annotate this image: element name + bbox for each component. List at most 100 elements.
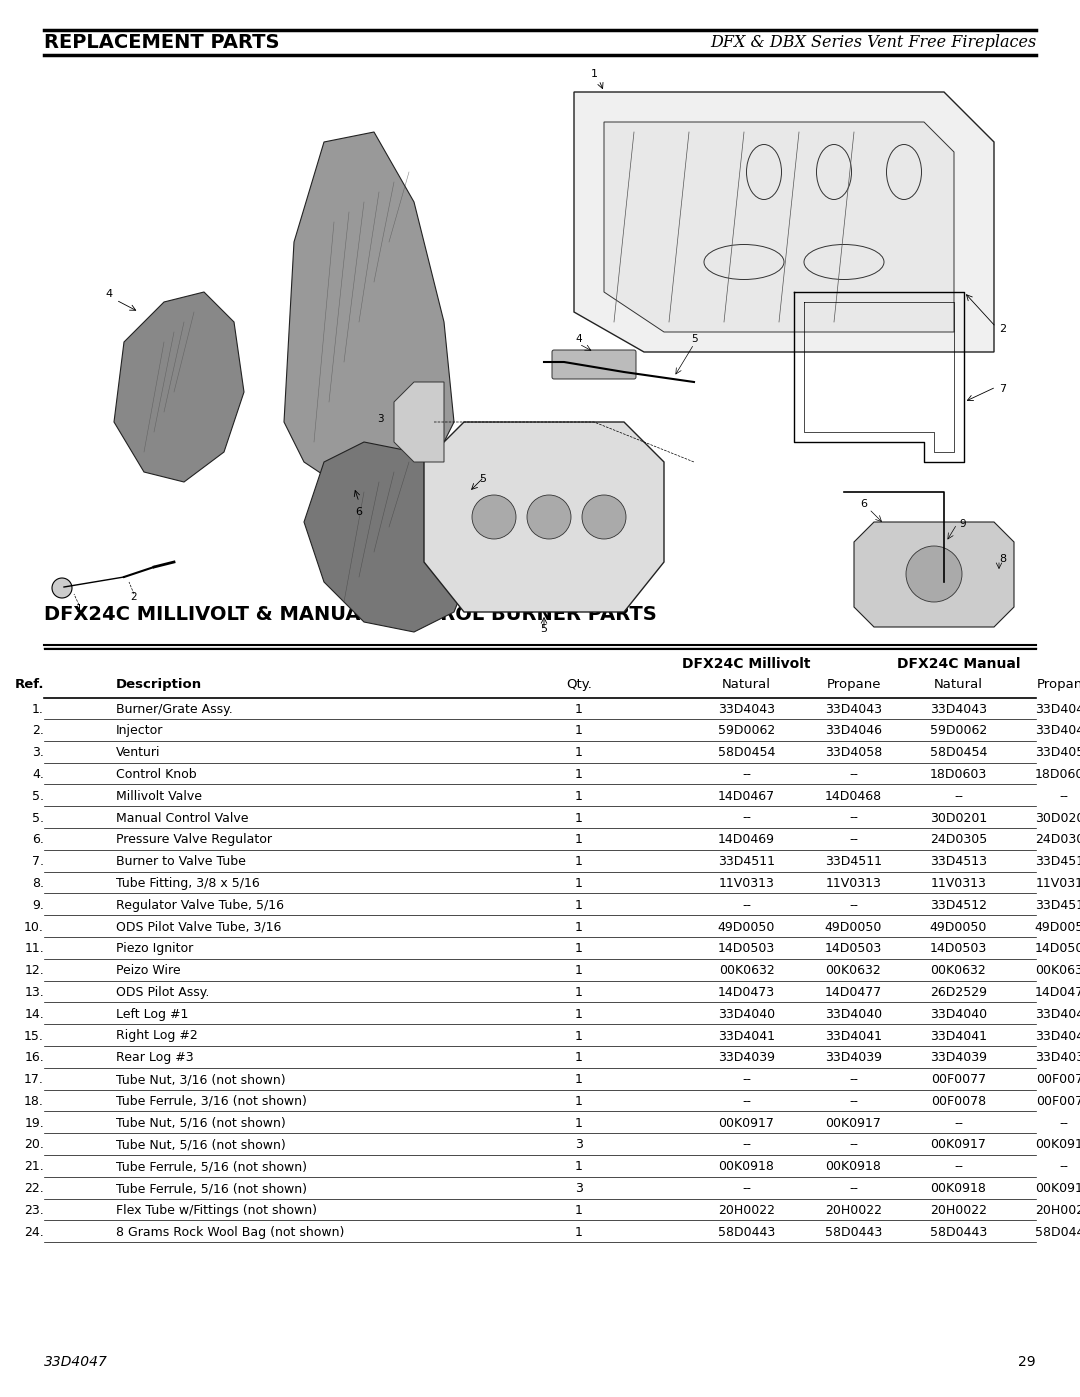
Circle shape	[52, 578, 72, 598]
Text: 14D0476: 14D0476	[1035, 986, 1080, 999]
Text: 2: 2	[131, 592, 137, 602]
Text: 1: 1	[575, 833, 583, 847]
Text: 00F0077: 00F0077	[1036, 1073, 1080, 1085]
Text: 33D4039: 33D4039	[1035, 1052, 1080, 1065]
Text: --: --	[1059, 1161, 1068, 1173]
Text: 33D4058: 33D4058	[1035, 746, 1080, 759]
Text: 3: 3	[575, 1182, 583, 1194]
Text: --: --	[742, 1139, 751, 1151]
Text: --: --	[849, 1095, 858, 1108]
Text: Left Log #1: Left Log #1	[116, 1007, 188, 1021]
Text: 33D4040: 33D4040	[930, 1007, 987, 1021]
Text: Tube Ferrule, 5/16 (not shown): Tube Ferrule, 5/16 (not shown)	[116, 1161, 307, 1173]
Text: 18D0603: 18D0603	[1035, 768, 1080, 781]
Text: 33D4513: 33D4513	[930, 855, 987, 868]
Text: 4: 4	[576, 334, 582, 344]
Text: Manual Control Valve: Manual Control Valve	[116, 812, 248, 824]
Text: 14D0477: 14D0477	[825, 986, 882, 999]
Text: 3: 3	[377, 414, 384, 425]
Text: 58D0454: 58D0454	[718, 746, 775, 759]
Text: --: --	[954, 1116, 963, 1130]
Text: 14.: 14.	[24, 1007, 44, 1021]
Text: 00K0918: 00K0918	[718, 1161, 774, 1173]
Text: Regulator Valve Tube, 5/16: Regulator Valve Tube, 5/16	[116, 898, 284, 912]
Text: --: --	[849, 898, 858, 912]
Text: 11V0313: 11V0313	[931, 877, 986, 890]
Text: 14D0473: 14D0473	[718, 986, 775, 999]
Text: 33D4046: 33D4046	[1035, 724, 1080, 738]
Text: 8 Grams Rock Wool Bag (not shown): 8 Grams Rock Wool Bag (not shown)	[116, 1225, 345, 1239]
Polygon shape	[284, 131, 454, 492]
Text: 00F0078: 00F0078	[931, 1095, 986, 1108]
Text: 00K0632: 00K0632	[718, 964, 774, 977]
Text: 11.: 11.	[24, 943, 44, 956]
Text: 14D0469: 14D0469	[718, 833, 775, 847]
Text: 1: 1	[575, 1116, 583, 1130]
Text: 59D0062: 59D0062	[718, 724, 775, 738]
Text: 00K0918: 00K0918	[825, 1161, 881, 1173]
Polygon shape	[424, 422, 664, 612]
Text: 20H0022: 20H0022	[718, 1204, 775, 1217]
Text: 1: 1	[575, 812, 583, 824]
Text: 33D4039: 33D4039	[825, 1052, 882, 1065]
Text: 20H0022: 20H0022	[825, 1204, 882, 1217]
Text: --: --	[849, 833, 858, 847]
Text: 11V0313: 11V0313	[1036, 877, 1080, 890]
Text: 6: 6	[355, 507, 363, 517]
Text: Flex Tube w/Fittings (not shown): Flex Tube w/Fittings (not shown)	[116, 1204, 318, 1217]
Text: 00K0917: 00K0917	[1036, 1139, 1080, 1151]
Text: 22.: 22.	[24, 1182, 44, 1194]
Text: 7.: 7.	[32, 855, 44, 868]
Text: 00K0917: 00K0917	[931, 1139, 986, 1151]
Circle shape	[527, 495, 571, 539]
Text: --: --	[849, 1139, 858, 1151]
Text: 00K0632: 00K0632	[825, 964, 881, 977]
Text: 1: 1	[575, 1030, 583, 1042]
Text: 33D4047: 33D4047	[44, 1355, 108, 1369]
Text: 33D4043: 33D4043	[718, 703, 775, 715]
Text: 00K0917: 00K0917	[825, 1116, 881, 1130]
Text: Millivolt Valve: Millivolt Valve	[116, 789, 202, 803]
Text: 33D4041: 33D4041	[930, 1030, 987, 1042]
Text: Propane: Propane	[826, 678, 881, 690]
Polygon shape	[854, 522, 1014, 627]
Text: 33D4046: 33D4046	[825, 724, 882, 738]
Text: 1: 1	[575, 746, 583, 759]
Text: 14D0503: 14D0503	[930, 943, 987, 956]
Text: Tube Ferrule, 5/16 (not shown): Tube Ferrule, 5/16 (not shown)	[116, 1182, 307, 1194]
Text: DFX24C MILLIVOLT & MANUAL CONTROL BURNER PARTS: DFX24C MILLIVOLT & MANUAL CONTROL BURNER…	[44, 605, 657, 624]
Text: 20H0022: 20H0022	[930, 1204, 987, 1217]
Text: 00K0917: 00K0917	[718, 1116, 774, 1130]
Text: DFX24C Manual: DFX24C Manual	[896, 657, 1021, 671]
Polygon shape	[573, 92, 994, 352]
Text: --: --	[1059, 789, 1068, 803]
Text: 33D4040: 33D4040	[718, 1007, 775, 1021]
Text: 24.: 24.	[24, 1225, 44, 1239]
Polygon shape	[114, 292, 244, 482]
Text: 14D0468: 14D0468	[825, 789, 882, 803]
Text: 14D0467: 14D0467	[718, 789, 775, 803]
Text: Propane: Propane	[1036, 678, 1080, 690]
Text: 14D0503: 14D0503	[1035, 943, 1080, 956]
Text: 1: 1	[575, 1007, 583, 1021]
Text: 20.: 20.	[24, 1139, 44, 1151]
Text: --: --	[954, 789, 963, 803]
Circle shape	[906, 546, 962, 602]
Text: Burner/Grate Assy.: Burner/Grate Assy.	[116, 703, 233, 715]
Text: 33D4039: 33D4039	[718, 1052, 775, 1065]
Text: 1: 1	[575, 921, 583, 933]
Text: 18D0603: 18D0603	[930, 768, 987, 781]
Text: Qty.: Qty.	[566, 678, 592, 690]
Text: 1: 1	[575, 789, 583, 803]
Text: 15.: 15.	[24, 1030, 44, 1042]
Text: 1: 1	[575, 943, 583, 956]
Text: 49D0050: 49D0050	[1035, 921, 1080, 933]
Text: 21.: 21.	[24, 1161, 44, 1173]
Text: 5: 5	[480, 474, 486, 483]
Text: 5.: 5.	[32, 812, 44, 824]
Text: 1: 1	[575, 855, 583, 868]
Text: Natural: Natural	[934, 678, 983, 690]
Text: 33D4040: 33D4040	[825, 1007, 882, 1021]
Text: 11V0313: 11V0313	[718, 877, 774, 890]
Text: 14D0503: 14D0503	[718, 943, 775, 956]
